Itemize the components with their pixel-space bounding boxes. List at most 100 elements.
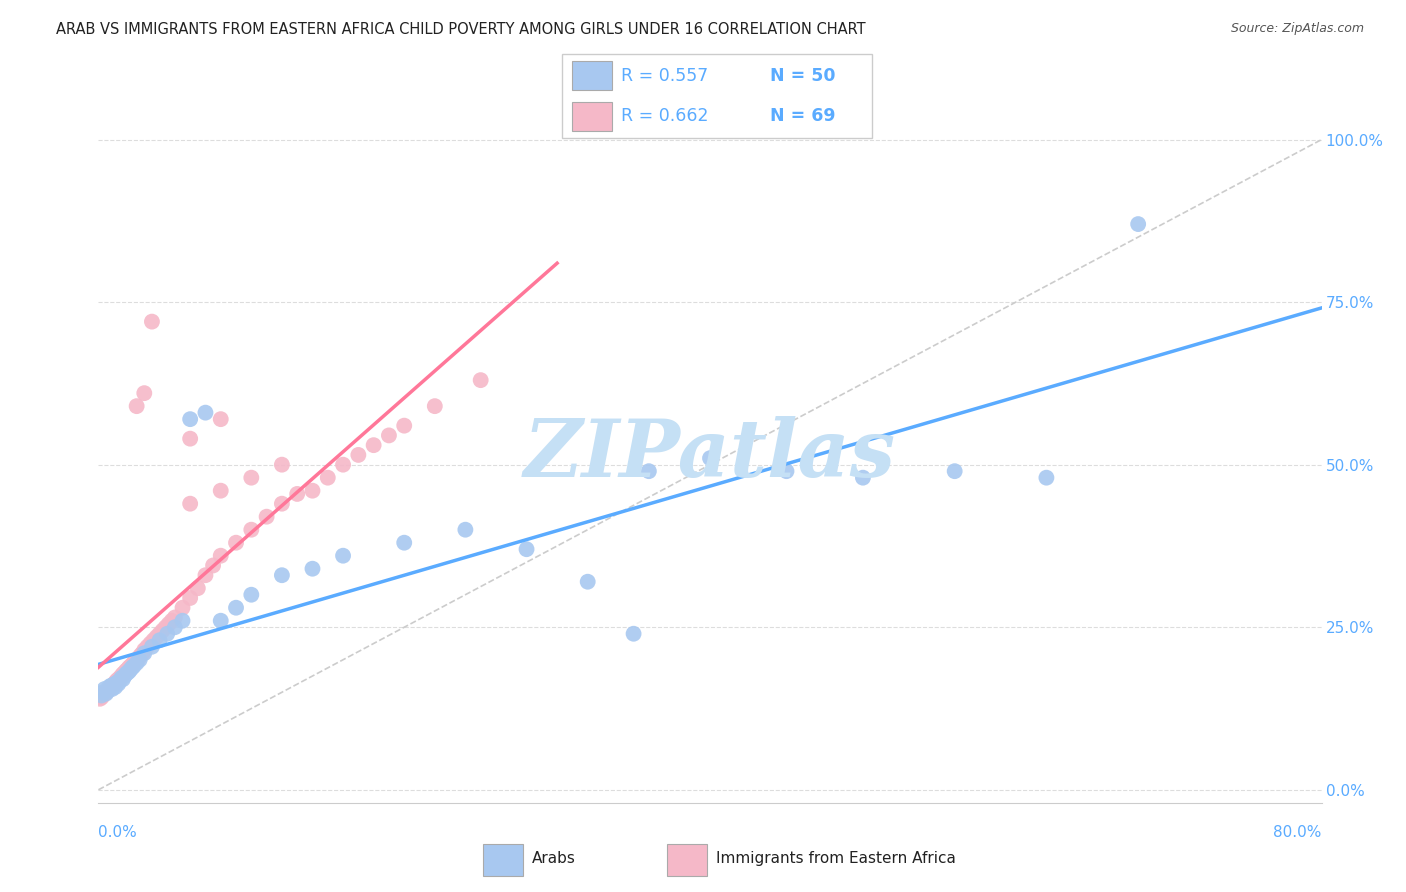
Point xyxy=(117,665,139,680)
FancyBboxPatch shape xyxy=(572,102,612,130)
Point xyxy=(240,471,263,485)
Point xyxy=(145,630,167,644)
Point xyxy=(120,659,142,673)
Point xyxy=(179,432,201,446)
Point xyxy=(775,464,797,478)
Point xyxy=(301,562,323,576)
Text: 80.0%: 80.0% xyxy=(1274,825,1322,840)
Point xyxy=(125,653,148,667)
Point xyxy=(378,428,401,442)
Text: R = 0.662: R = 0.662 xyxy=(621,107,709,125)
Point xyxy=(125,399,148,413)
Point xyxy=(392,418,416,433)
Text: Source: ZipAtlas.com: Source: ZipAtlas.com xyxy=(1230,22,1364,36)
Point xyxy=(637,464,661,478)
Point xyxy=(127,651,149,665)
FancyBboxPatch shape xyxy=(562,54,872,138)
Point xyxy=(111,672,134,686)
Point xyxy=(100,680,122,694)
Point xyxy=(98,680,121,694)
Point xyxy=(1035,471,1057,485)
Point xyxy=(699,451,721,466)
Point xyxy=(332,458,354,472)
Point xyxy=(128,653,150,667)
Point xyxy=(122,656,145,670)
Point xyxy=(107,677,129,691)
Point xyxy=(94,687,117,701)
Point xyxy=(108,673,131,688)
Point xyxy=(120,663,142,677)
Point xyxy=(623,626,645,640)
Point xyxy=(100,679,122,693)
Point xyxy=(454,523,477,537)
Point xyxy=(155,620,177,634)
Point xyxy=(240,523,263,537)
Point xyxy=(112,669,135,683)
Point xyxy=(98,681,121,696)
Text: 0.0%: 0.0% xyxy=(98,825,138,840)
Point xyxy=(121,657,143,672)
Point xyxy=(240,588,263,602)
Point xyxy=(172,600,194,615)
Point xyxy=(943,464,966,478)
Point xyxy=(132,646,155,660)
Point xyxy=(332,549,354,563)
Point xyxy=(129,648,152,662)
Point xyxy=(105,673,128,688)
Point xyxy=(134,386,156,401)
Point xyxy=(209,412,232,426)
Point xyxy=(285,487,308,501)
Point xyxy=(110,669,132,683)
Point xyxy=(142,633,165,648)
Point xyxy=(101,679,124,693)
Point xyxy=(134,646,156,660)
Point xyxy=(576,574,599,589)
Point xyxy=(470,373,492,387)
Point xyxy=(225,600,247,615)
Point xyxy=(141,640,163,654)
Point xyxy=(97,684,120,698)
Point xyxy=(163,620,186,634)
Point xyxy=(301,483,323,498)
Point xyxy=(97,684,120,698)
Point xyxy=(110,671,132,685)
Point xyxy=(107,672,129,686)
Text: Arabs: Arabs xyxy=(531,851,576,866)
Text: ZIPatlas: ZIPatlas xyxy=(524,417,896,493)
Point xyxy=(93,687,115,701)
Point xyxy=(516,542,538,557)
Point xyxy=(122,659,145,673)
Point xyxy=(128,649,150,664)
Point xyxy=(101,681,124,696)
Point xyxy=(156,626,179,640)
Point xyxy=(270,458,292,472)
Point xyxy=(423,399,446,413)
Point xyxy=(347,448,370,462)
Point xyxy=(90,690,112,705)
Point xyxy=(136,640,159,654)
Point xyxy=(256,509,278,524)
Point xyxy=(141,315,163,329)
Point xyxy=(194,568,217,582)
Text: Immigrants from Eastern Africa: Immigrants from Eastern Africa xyxy=(717,851,956,866)
Text: ARAB VS IMMIGRANTS FROM EASTERN AFRICA CHILD POVERTY AMONG GIRLS UNDER 16 CORREL: ARAB VS IMMIGRANTS FROM EASTERN AFRICA C… xyxy=(56,22,866,37)
Point xyxy=(118,665,141,679)
Point xyxy=(270,497,292,511)
Point xyxy=(134,643,156,657)
Point xyxy=(103,677,125,691)
Point xyxy=(115,664,138,678)
Point xyxy=(209,549,232,563)
FancyBboxPatch shape xyxy=(666,844,707,876)
Point xyxy=(202,558,225,573)
Point xyxy=(152,624,174,638)
Point xyxy=(149,626,172,640)
Point xyxy=(172,614,194,628)
Point xyxy=(118,660,141,674)
Point xyxy=(125,656,148,670)
Point xyxy=(112,665,135,680)
Point xyxy=(160,614,183,628)
Point xyxy=(179,497,201,511)
Point xyxy=(124,654,146,668)
Point xyxy=(89,691,111,706)
Text: N = 50: N = 50 xyxy=(769,67,835,85)
